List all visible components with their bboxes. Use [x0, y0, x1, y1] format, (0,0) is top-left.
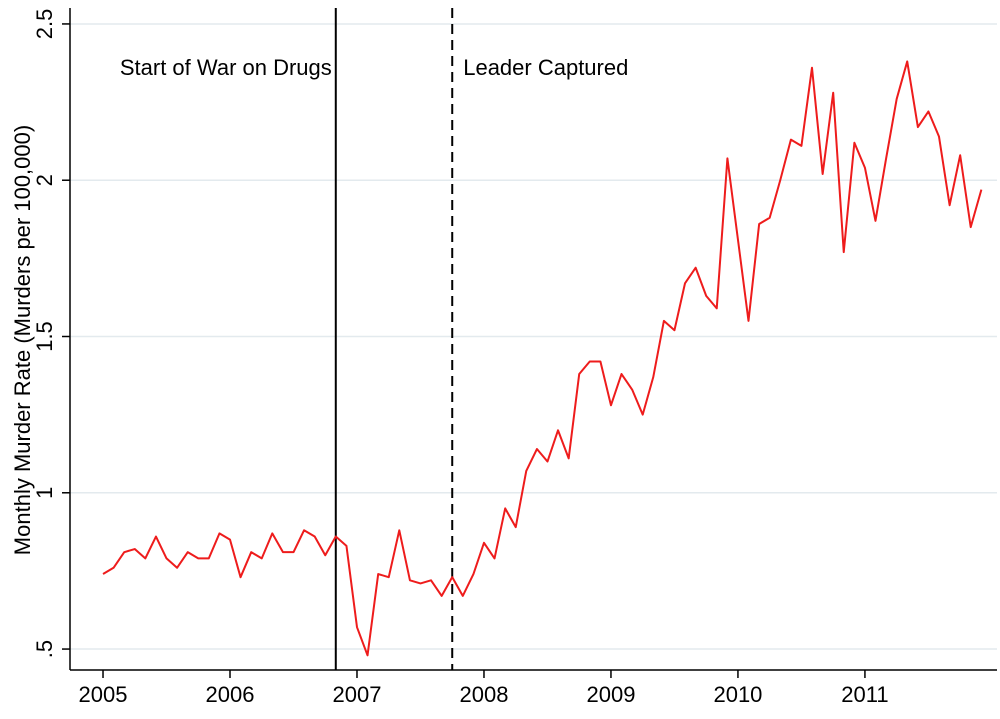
data-line — [102, 60, 983, 657]
x-tick-label: 2006 — [206, 682, 255, 707]
y-tick-label: 1 — [32, 487, 57, 499]
y-tick-label: .5 — [32, 640, 57, 658]
x-tick-label: 2011 — [841, 682, 888, 707]
x-tick-label: 2007 — [333, 682, 382, 707]
event-label: Start of War on Drugs — [120, 55, 332, 80]
y-axis-label: Monthly Murder Rate (Murders per 100,000… — [10, 125, 35, 555]
event-label: Leader Captured — [463, 55, 628, 80]
y-tick-label: 1.5 — [32, 321, 57, 352]
y-tick-label: 2.5 — [32, 9, 57, 40]
x-tick-label: 2005 — [79, 682, 128, 707]
x-tick-label: 2008 — [459, 682, 508, 707]
y-tick-label: 2 — [32, 174, 57, 186]
x-tick-label: 2009 — [586, 682, 635, 707]
x-tick-label: 2010 — [713, 682, 762, 707]
